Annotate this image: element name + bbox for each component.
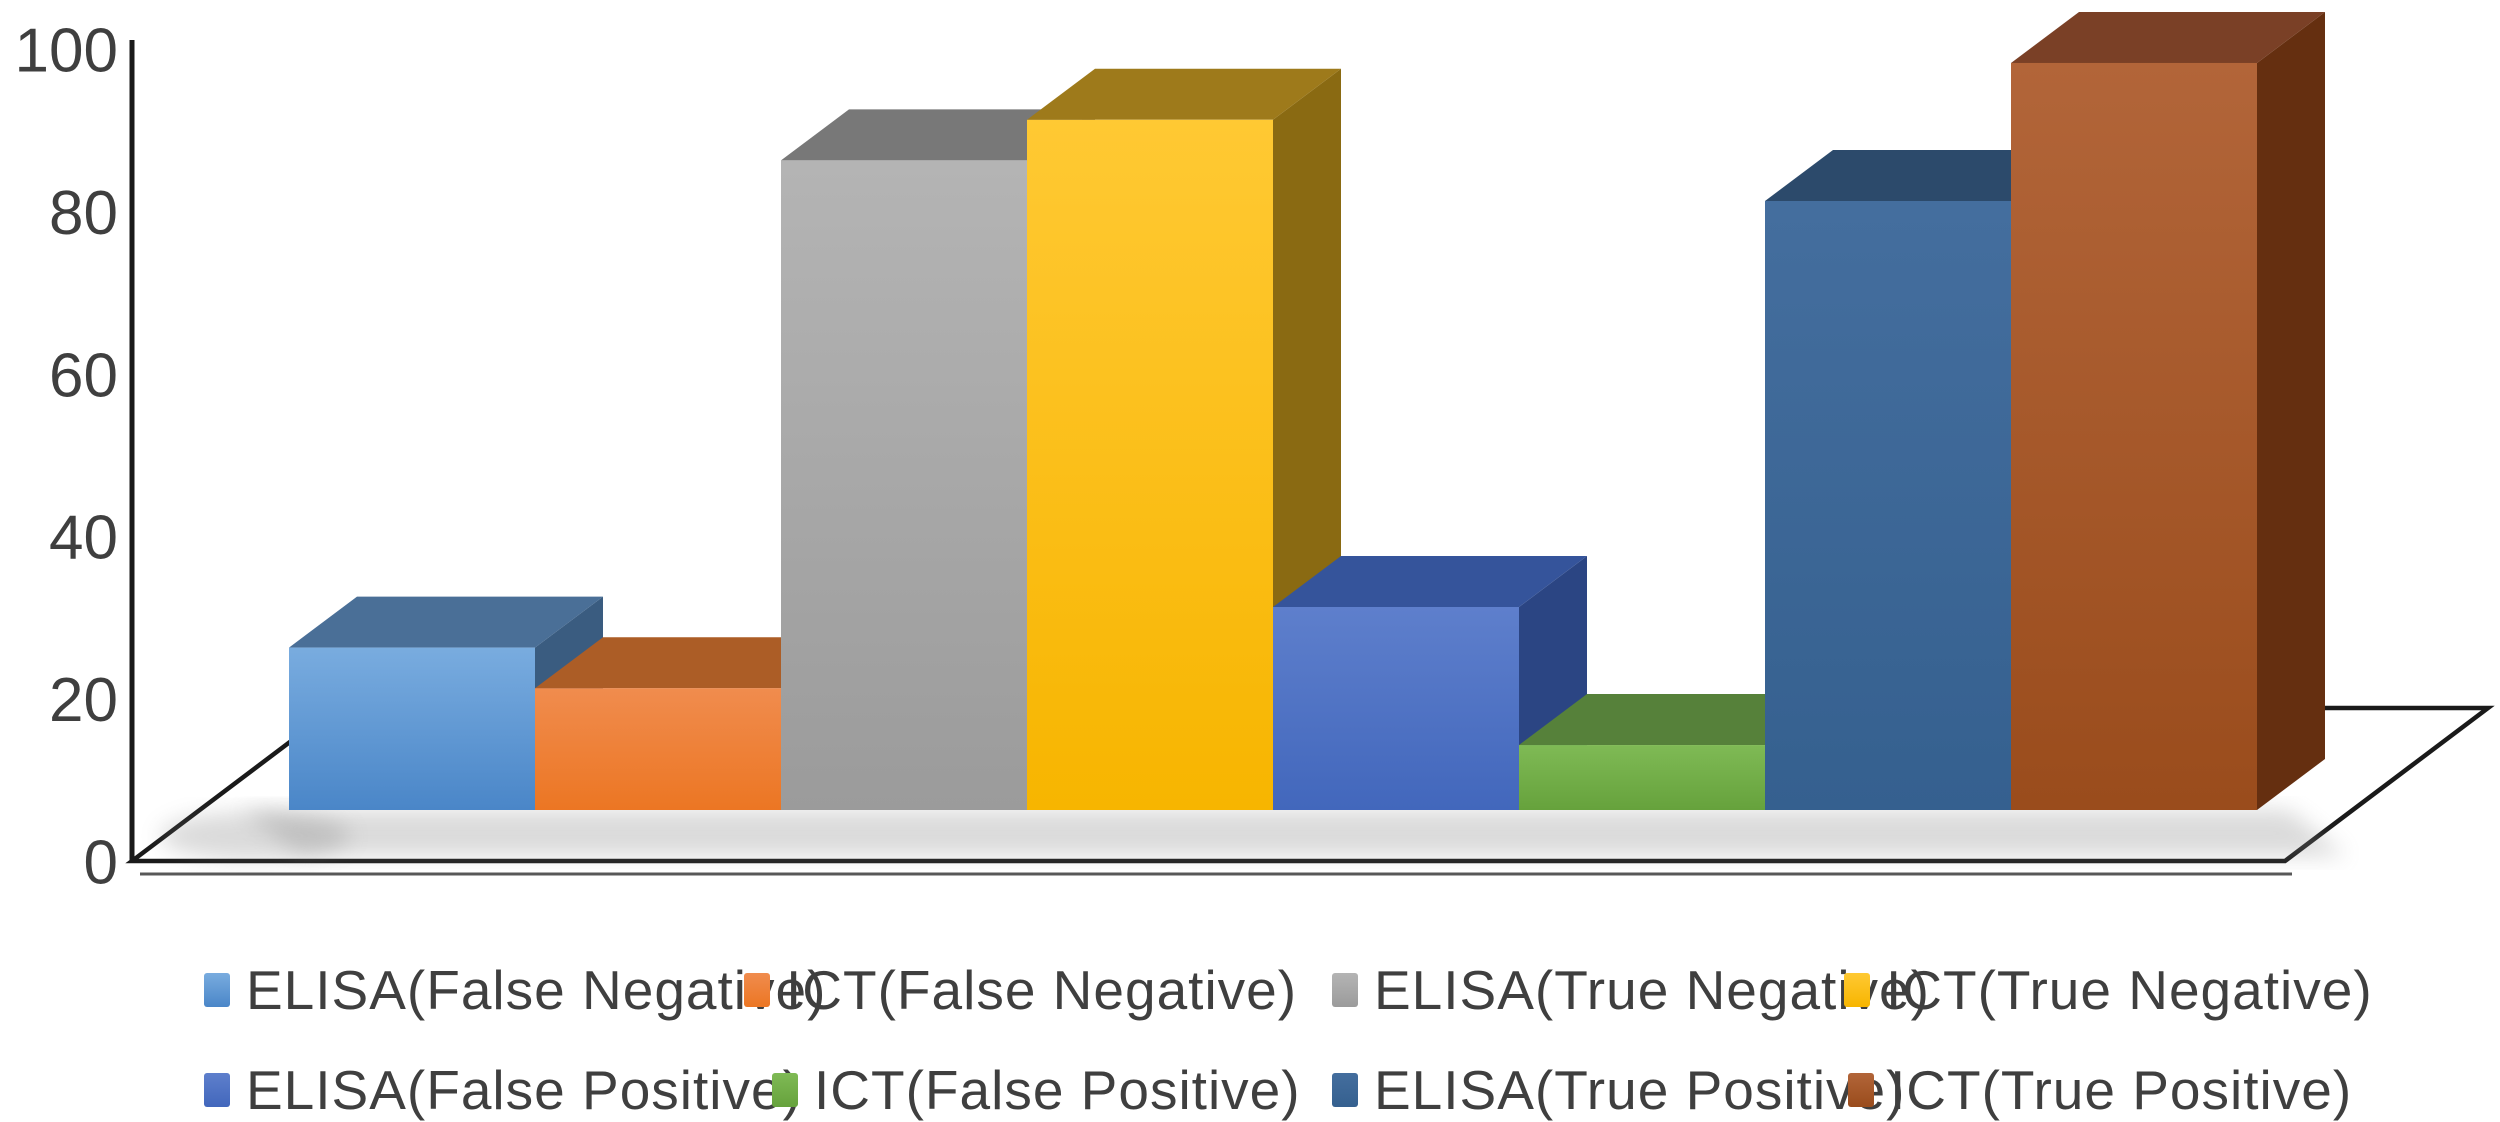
legend-swatch-elisa-true-negative xyxy=(1332,973,1358,1007)
y-tick-label-80: 80 xyxy=(49,179,118,248)
legend-swatch-elisa-false-negative xyxy=(204,973,230,1007)
bar-top-face xyxy=(1273,556,1587,607)
bars-shadow-left xyxy=(160,812,350,860)
bar-top-face xyxy=(1765,150,2079,201)
bar-elisa-false-positive xyxy=(1273,556,1587,810)
legend-swatch-ict-false-positive xyxy=(772,1073,798,1107)
bar-front-face xyxy=(1273,607,1519,810)
bar-front-face xyxy=(289,647,535,810)
bar-front-face xyxy=(1765,201,2011,810)
legend-label: ICT(False Negative) xyxy=(786,959,1298,1021)
bar-top-face xyxy=(535,637,849,689)
bar-chart-3d: 0 20 40 60 80 100 xyxy=(15,11,2495,898)
legend-item-elisa-false-negative: ELISA(False Negative) xyxy=(204,958,826,1022)
legend-label: ICT(True Positive) xyxy=(1890,1059,2353,1121)
y-tick-label-0: 0 xyxy=(84,829,118,898)
legend-item-elisa-false-positive: ELISA(False Positive) xyxy=(204,1058,802,1122)
y-tick-label-20: 20 xyxy=(49,666,118,735)
legend-label: ICT(False Positive) xyxy=(814,1059,1301,1121)
bar-top-face xyxy=(781,109,1095,161)
legend-label: ELISA(False Negative) xyxy=(246,959,827,1021)
bar-side-face xyxy=(2257,11,2325,810)
bar-front-face xyxy=(535,688,781,810)
y-tick-label-60: 60 xyxy=(49,341,118,410)
bar-ict-true-positive xyxy=(2011,11,2325,810)
bar-front-face xyxy=(1027,119,1273,811)
legend-swatch-elisa-true-positive xyxy=(1332,1073,1358,1107)
legend-swatch-ict-false-negative xyxy=(744,973,770,1007)
bar-top-face xyxy=(1519,694,1833,746)
legend-item-ict-true-negative: ICT(True Negative) xyxy=(1844,958,2373,1022)
legend-swatch-elisa-false-positive xyxy=(204,1073,230,1107)
bar-front-face xyxy=(2011,62,2257,810)
y-tick-label-40: 40 xyxy=(49,504,118,573)
legend-label: ELISA(False Positive) xyxy=(246,1059,802,1121)
bar-front-face xyxy=(1519,745,1765,810)
legend-label: ELISA(True Positive) xyxy=(1374,1059,1906,1121)
bar-top-face xyxy=(1027,68,1341,120)
legend-swatch-ict-true-positive xyxy=(1848,1073,1874,1107)
legend-item-elisa-true-negative: ELISA(True Negative) xyxy=(1332,958,1930,1022)
bar-front-face xyxy=(781,160,1027,810)
legend-swatch-ict-true-negative xyxy=(1844,973,1870,1007)
bar-top-face xyxy=(289,596,603,648)
legend-item-ict-true-positive: ICT(True Positive) xyxy=(1848,1058,2352,1122)
legend-label: ELISA(True Negative) xyxy=(1374,959,1930,1021)
legend-item-elisa-true-positive: ELISA(True Positive) xyxy=(1332,1058,1905,1122)
legend-label: ICT(True Negative) xyxy=(1886,959,2373,1021)
bar-elisa-true-positive xyxy=(1765,150,2079,810)
legend-item-ict-false-negative: ICT(False Negative) xyxy=(744,958,1297,1022)
y-tick-label-100: 100 xyxy=(15,17,118,86)
bars-shadow xyxy=(242,810,2346,856)
legend-item-ict-false-positive: ICT(False Positive) xyxy=(772,1058,1301,1122)
bar-top-face xyxy=(2011,11,2325,63)
